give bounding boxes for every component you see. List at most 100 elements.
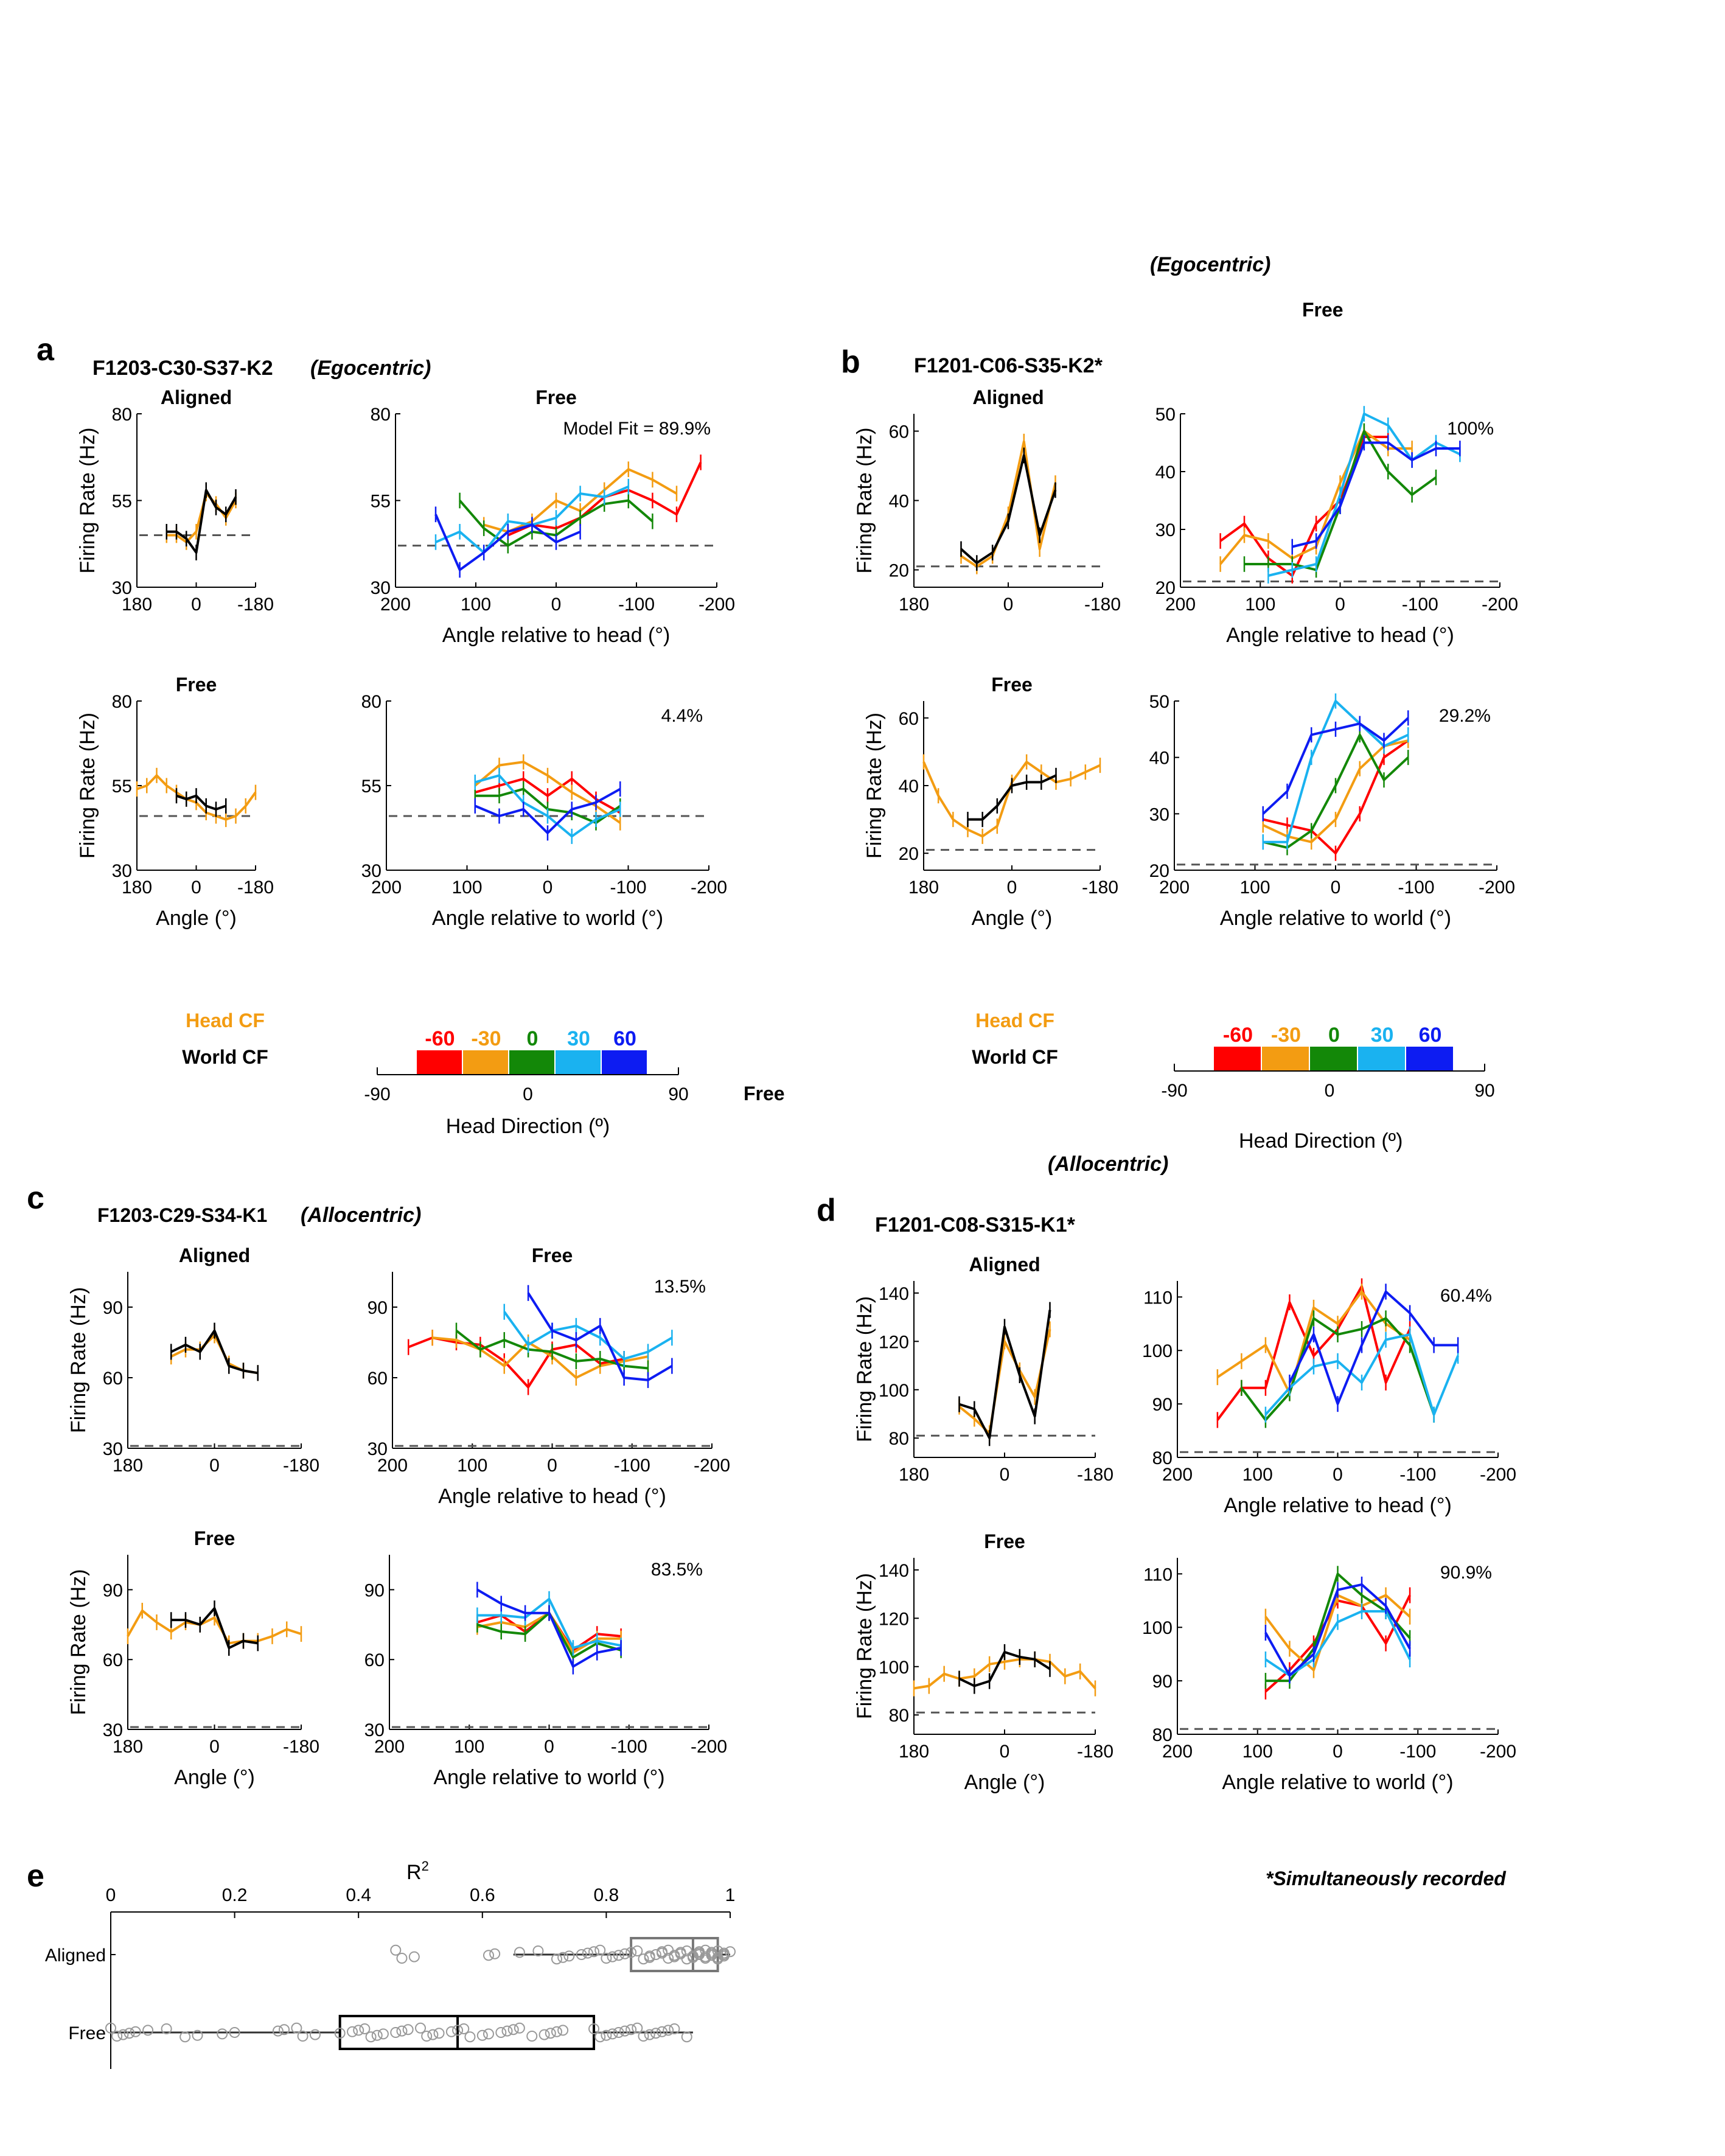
y-axis-label: Firing Rate (Hz): [76, 713, 99, 859]
data-point: [607, 2028, 618, 2040]
legend-bin-label: 60: [1419, 1024, 1442, 1047]
plot-d-world: 80 90 100 110 200 100 0 -100 -200 Angle relative …: [1142, 1558, 1516, 1794]
plot-c-world: 30 60 90 200 100 0 -100 -200 Angle relative to w…: [364, 1555, 727, 1789]
x-tick-label: 0: [191, 595, 201, 615]
x-tick-label: 100: [1242, 1742, 1273, 1762]
legend-bin-label: 0: [1328, 1024, 1340, 1047]
model-fit-label: 90.9%: [1440, 1563, 1492, 1583]
y-tick-label: 90: [1152, 1672, 1173, 1692]
y-tick-label: 20: [1149, 861, 1169, 881]
egocentric-top-label: (Egocentric): [1150, 253, 1270, 276]
y-tick-label: 100: [879, 1381, 909, 1401]
y-axis-label: Firing Rate (Hz): [863, 713, 886, 859]
y-tick-label: 30: [1149, 804, 1169, 825]
y-tick-label: 60: [368, 1369, 388, 1389]
panel-letter-e: e: [27, 1858, 44, 1894]
legend-scale-label: 0: [1325, 1081, 1335, 1101]
legend-bin-label: 30: [567, 1027, 590, 1050]
plot-title: Aligned: [972, 386, 1044, 408]
category-label: Free: [68, 2023, 106, 2043]
x-tick-label: -100: [1399, 1742, 1436, 1762]
y-tick-label: 80: [1152, 1448, 1173, 1468]
legend-scale-label: -90: [1161, 1081, 1187, 1101]
series-line: [1288, 1290, 1458, 1406]
y-tick-label: 55: [112, 776, 132, 797]
panel-c: c F1203-C29-S34-K1 (Allocentric) 30 60 90 1…: [27, 1181, 730, 1789]
plot-a-world: 30 55 80 200 100 0 -100 -200 Angle relative to w…: [361, 692, 727, 930]
x-tick-label: 180: [113, 1456, 143, 1476]
x-tick-label: -100: [618, 595, 655, 615]
data-point: [445, 2026, 457, 2037]
y-tick-label: 50: [1149, 692, 1169, 712]
plot-a-free-head: 30 55 80 200 100 0 -100 -200 Free Angle relative …: [371, 386, 735, 647]
legend-swatch: [602, 1050, 647, 1075]
x-tick-label: -180: [1082, 877, 1118, 898]
y-axis-label: Firing Rate (Hz): [67, 1569, 90, 1715]
data-point: [601, 1953, 612, 1964]
y-tick-label: 80: [889, 1706, 909, 1726]
data-point: [594, 2031, 606, 2043]
data-point: [576, 1949, 587, 1960]
x-tick-label: -100: [1398, 877, 1434, 898]
y-tick-label: 55: [112, 492, 132, 512]
plot-title: Free: [535, 386, 577, 408]
series-line: [166, 489, 237, 554]
plot-title: Free: [176, 674, 217, 696]
x-tick-label: -100: [611, 1737, 647, 1757]
x-axis-label: Angle relative to head (°): [438, 1485, 666, 1508]
plot-b-free: 20 40 60 180 0 -180 Free Angle (°) Firing Rate (…: [863, 674, 1118, 930]
data-point: [681, 2031, 692, 2043]
y-tick-label: 90: [1152, 1395, 1173, 1415]
data-point: [105, 2022, 116, 2034]
legend-swatch: [1262, 1047, 1309, 1071]
y-tick-label: 60: [364, 1650, 385, 1670]
legend-head-cf: Head CF: [975, 1010, 1054, 1031]
data-point: [657, 2026, 668, 2037]
data-point: [396, 2025, 408, 2037]
x-tick-label: 180: [122, 595, 152, 615]
data-point: [421, 2031, 433, 2042]
head-direction-mid-label: Head Direction (º): [1239, 1129, 1403, 1153]
data-point: [179, 2031, 191, 2043]
x-tick-label: -180: [237, 595, 274, 615]
x-tick-label: 0: [106, 1885, 116, 1905]
y-tick-label: 60: [103, 1650, 123, 1670]
data-point: [309, 2029, 321, 2040]
data-point: [476, 2029, 488, 2041]
panel-letter-a: a: [37, 332, 55, 368]
y-axis-label: Firing Rate (Hz): [853, 428, 876, 574]
data-point: [669, 1950, 680, 1961]
plot-b-head: 20 30 40 50 200 100 0 -100 -200 Angle relative to…: [1155, 405, 1518, 647]
x-tick-label: 100: [1245, 595, 1275, 615]
y-tick-label: 20: [1155, 578, 1176, 598]
x-tick-label: 100: [1242, 1465, 1273, 1485]
data-point: [582, 1947, 593, 1959]
x-tick-label: 0: [1333, 1465, 1343, 1485]
data-point: [613, 1950, 624, 1961]
data-point: [563, 1950, 575, 1962]
x-tick-label: 100: [451, 877, 482, 898]
legend-world-cf: World CF: [182, 1046, 268, 1068]
data-point: [297, 2031, 308, 2042]
series-line: [1292, 441, 1460, 548]
y-tick-label: 30: [371, 578, 391, 598]
panel-e: e R2 0 0.2 0.4 0.6 0.8 1 Aligned Free: [27, 1858, 736, 2069]
x-axis-label: Angle (°): [972, 907, 1053, 930]
x-tick-label: 180: [113, 1737, 143, 1757]
x-axis-label: Angle (°): [156, 907, 237, 930]
x-tick-label: -200: [1482, 595, 1518, 615]
x-tick-label: 0.4: [346, 1885, 371, 1905]
data-point: [452, 2025, 464, 2036]
x-tick-label: -100: [1399, 1465, 1436, 1485]
data-point: [130, 2026, 141, 2037]
legend-scale-label: -90: [364, 1084, 390, 1104]
legend-bin-label: -60: [425, 1027, 455, 1050]
data-point: [377, 2028, 389, 2040]
x-tick-label: -200: [691, 1737, 727, 1757]
x-tick-label: -200: [1479, 877, 1515, 898]
y-tick-label: 40: [1155, 462, 1176, 483]
y-tick-label: 140: [879, 1284, 909, 1304]
y-tick-label: 30: [1155, 520, 1176, 540]
x-tick-label: 180: [899, 595, 929, 615]
